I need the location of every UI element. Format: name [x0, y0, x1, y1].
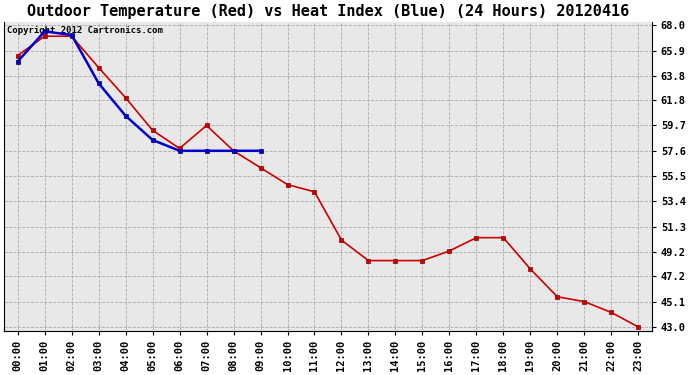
Title: Outdoor Temperature (Red) vs Heat Index (Blue) (24 Hours) 20120416: Outdoor Temperature (Red) vs Heat Index …	[27, 4, 629, 19]
Text: Copyright 2012 Cartronics.com: Copyright 2012 Cartronics.com	[8, 26, 164, 35]
